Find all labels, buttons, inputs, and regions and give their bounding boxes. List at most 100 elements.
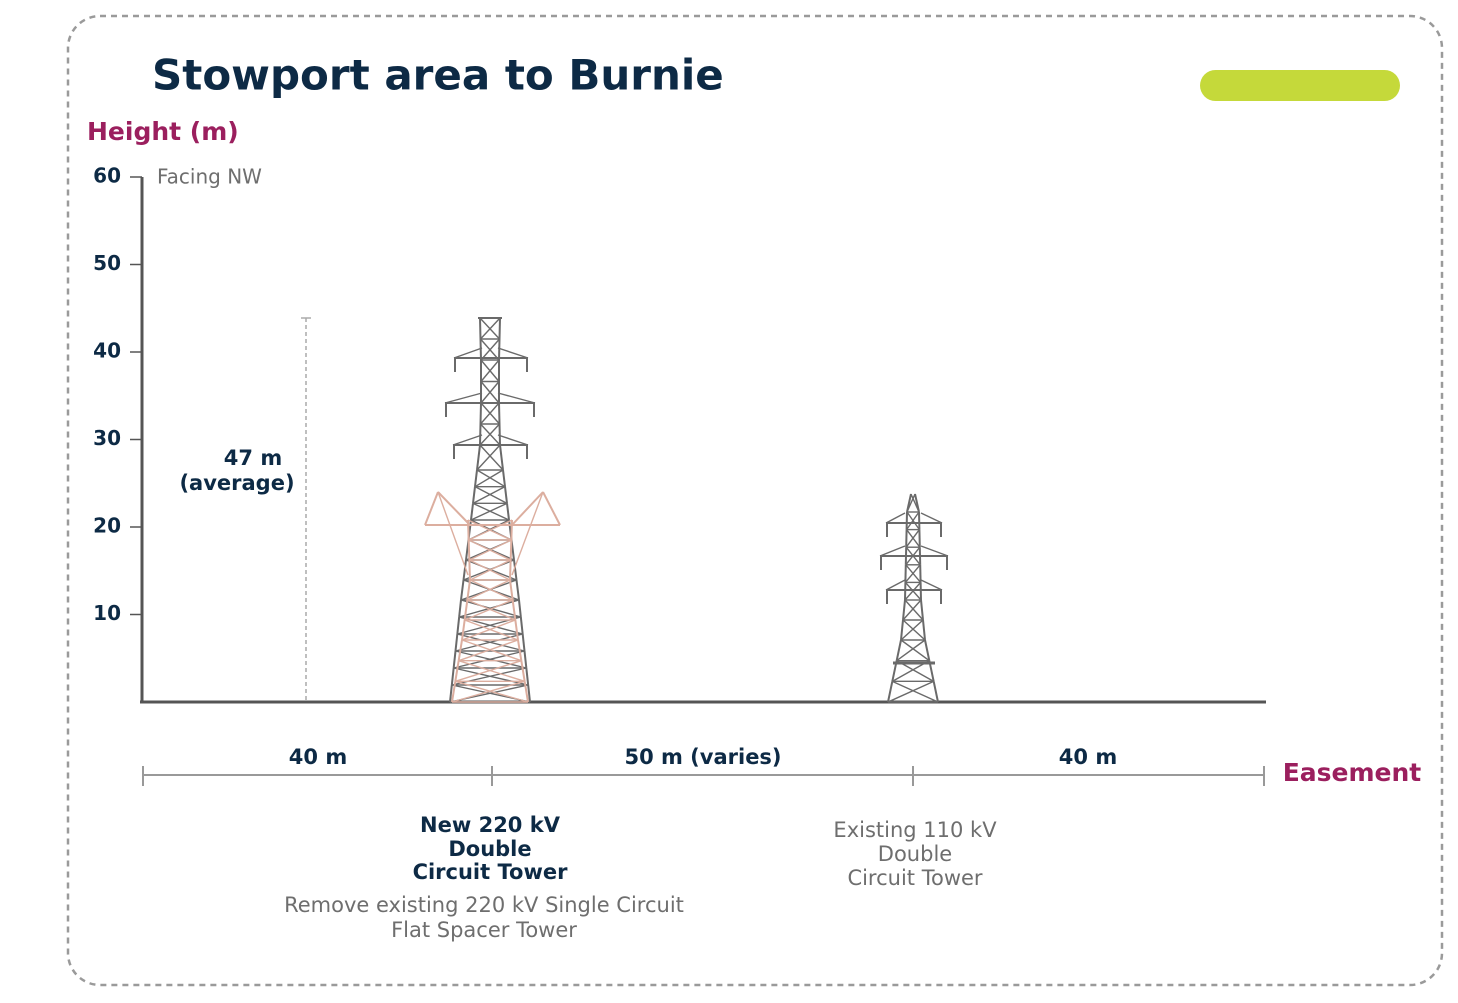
lattice [464, 619, 519, 641]
lattice [479, 423, 482, 446]
lattice [879, 545, 906, 557]
lattice [472, 486, 476, 504]
lattice [474, 469, 478, 487]
lattice [922, 619, 926, 641]
lattice [932, 681, 939, 703]
lattice [523, 650, 528, 669]
lattice [509, 539, 513, 561]
lattice [458, 659, 525, 683]
lattice [479, 402, 500, 425]
lattice [525, 667, 530, 686]
lattice [470, 503, 474, 521]
lattice [920, 579, 943, 591]
lattice [457, 639, 463, 661]
height-note: (average) [179, 471, 294, 495]
lattice [900, 619, 904, 641]
lattice [458, 639, 519, 662]
y-tick-label: 30 [93, 426, 121, 450]
lattice [504, 486, 508, 504]
lattice [479, 423, 501, 446]
lattice [464, 599, 513, 621]
lattice [468, 519, 513, 541]
lattice [480, 359, 500, 382]
lattice [498, 423, 501, 446]
lattice [892, 680, 939, 703]
lattice [469, 559, 511, 581]
easement-segment: 40 m [289, 745, 347, 769]
tower-label: Circuit Tower [413, 860, 569, 884]
axis-label: Height (m) [87, 117, 239, 146]
lattice [920, 599, 924, 621]
facing-note: Facing NW [157, 165, 262, 189]
lattice [451, 681, 457, 703]
lattice [479, 338, 482, 361]
lattice [509, 579, 514, 601]
lattice [479, 317, 482, 340]
lattice [513, 559, 518, 581]
lattice [468, 559, 471, 581]
lattice [902, 599, 906, 621]
lattice [476, 469, 506, 488]
lattice [502, 469, 506, 487]
lattice [462, 559, 467, 581]
y-tick-label: 50 [93, 251, 121, 275]
lattice [519, 616, 524, 635]
lattice [461, 619, 516, 641]
lattice [476, 444, 501, 471]
tower-note: Flat Spacer Tower [391, 918, 577, 942]
lattice [474, 469, 504, 488]
lattice [455, 659, 522, 683]
lattice [437, 491, 469, 576]
y-tick-label: 20 [93, 514, 121, 538]
lattice [444, 392, 483, 404]
lattice [900, 619, 924, 641]
lattice [451, 680, 525, 703]
lattice [480, 381, 500, 404]
y-tick-label: 40 [93, 339, 121, 363]
lattice [905, 529, 920, 548]
tower-note: Remove existing 220 kV Single Circuit [284, 893, 684, 917]
lattice [458, 599, 462, 618]
lattice [906, 511, 920, 531]
lattice [450, 667, 455, 686]
lattice [470, 502, 508, 521]
lattice [476, 444, 481, 471]
lattice [456, 616, 461, 635]
lattice [523, 681, 529, 703]
lattice [521, 633, 526, 652]
title: Stowport area to Burnie [152, 51, 724, 100]
lattice [885, 579, 906, 591]
tower-label: Circuit Tower [847, 866, 982, 890]
easement-segment: 50 m (varies) [624, 745, 781, 769]
lattice [517, 639, 523, 661]
lattice [904, 564, 921, 583]
lattice [461, 619, 466, 641]
lattice [906, 493, 916, 513]
lattice [451, 667, 527, 686]
lattice [904, 581, 922, 601]
lattice [455, 680, 529, 703]
frame [66, 14, 1444, 987]
lattice [499, 444, 504, 471]
accent-pill [1200, 70, 1400, 101]
lattice [452, 434, 483, 446]
lattice [518, 599, 522, 618]
tower-label: New 220 kV [420, 813, 561, 837]
tower-label: Double [878, 842, 952, 866]
height-value: 47 m [224, 446, 282, 470]
y-tick-label: 10 [93, 601, 121, 625]
lattice [463, 599, 469, 621]
lattice [910, 493, 920, 513]
lattice [511, 491, 544, 526]
lattice [453, 347, 483, 359]
lattice [920, 512, 943, 524]
lattice [896, 639, 926, 662]
lattice [511, 599, 517, 621]
lattice [479, 317, 501, 340]
lattice [515, 579, 520, 601]
lattice [467, 579, 511, 601]
lattice [469, 579, 513, 601]
lattice [479, 444, 504, 471]
